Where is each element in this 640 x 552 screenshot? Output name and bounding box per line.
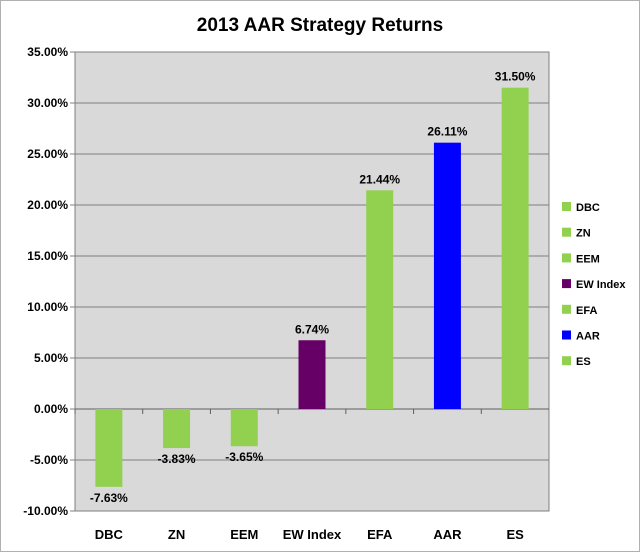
x-tick-label: AAR	[433, 527, 462, 542]
y-tick-label: 35.00%	[27, 45, 68, 59]
x-tick-label: EEM	[230, 527, 258, 542]
y-tick-label: 25.00%	[27, 147, 68, 161]
data-label: 31.50%	[495, 70, 536, 84]
legend-swatch	[562, 304, 571, 314]
legend-swatch	[562, 202, 571, 211]
chart-title: 2013 AAR Strategy Returns	[197, 15, 443, 36]
data-label: 26.11%	[427, 125, 467, 139]
legend-swatch	[562, 330, 571, 340]
plot-area: -10.00% -5.00% 0.00% 5.00% 10.00% 15.00% 20.00…	[23, 45, 550, 542]
x-tick-label: EW Index	[283, 527, 342, 542]
bar-efa	[366, 190, 394, 409]
legend-label: EFA	[576, 305, 597, 317]
legend-label: ES	[576, 356, 591, 368]
y-tick-label: -5.00%	[30, 453, 68, 467]
y-tick-label: -10.00%	[23, 504, 68, 518]
plot-background	[74, 51, 550, 512]
legend-swatch	[562, 356, 571, 366]
data-label: -3.83%	[158, 452, 196, 466]
bar-es	[501, 87, 529, 409]
y-tick-label: 0.00%	[34, 402, 68, 416]
bar-aar	[433, 142, 461, 410]
legend-label: ZN	[576, 228, 591, 240]
legend-swatch	[562, 279, 571, 289]
legend-swatch	[562, 253, 571, 263]
legend-swatch	[562, 227, 571, 237]
legend-label: EW Index	[576, 279, 626, 291]
x-tick-label: ES	[506, 527, 524, 542]
data-label: 21.44%	[359, 172, 400, 186]
x-tick-label: EFA	[367, 527, 393, 542]
x-tick-label: DBC	[95, 527, 124, 542]
y-tick-label: 20.00%	[27, 198, 68, 212]
bar-eem	[230, 409, 258, 447]
x-tick-label: ZN	[168, 527, 185, 542]
legend-label: DBC	[576, 202, 600, 214]
legend-label: AAR	[576, 331, 600, 343]
y-tick-label: 10.00%	[27, 300, 68, 314]
bar-ew-index	[298, 340, 326, 409]
legend-label: EEM	[576, 253, 600, 265]
data-label: 6.74%	[295, 322, 329, 336]
data-label: -7.63%	[90, 491, 128, 505]
legend: DBC ZN EEM EW Index EFA AAR ES	[562, 202, 626, 368]
y-tick-label: 5.00%	[34, 351, 68, 365]
bar-dbc	[95, 409, 123, 487]
data-label: -3.65%	[225, 450, 263, 464]
y-tick-label: 15.00%	[27, 249, 68, 263]
y-tick-label: 30.00%	[27, 96, 68, 110]
bar-zn	[163, 409, 191, 449]
